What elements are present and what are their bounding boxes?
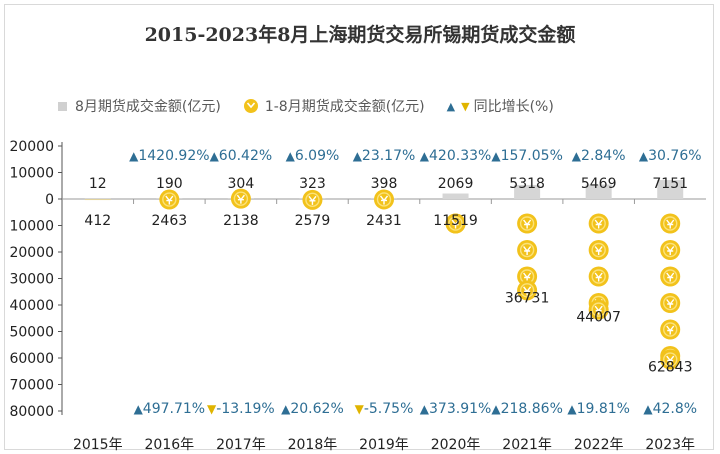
legend-label-august: 8月期货成交金额(亿元) (75, 99, 221, 115)
august-value-label: 323 (299, 176, 326, 192)
yoy-cumulative-label: ▼-5.75% (355, 401, 414, 417)
y-tick-label: 40000 (9, 298, 54, 314)
cumulative-value-label: 44007 (576, 310, 621, 326)
x-category-label: 2019年 (359, 437, 409, 453)
august-bar (84, 198, 111, 199)
yoy-august-label: ▲6.09% (286, 148, 340, 164)
y-tick-label: 20000 (9, 245, 54, 261)
yoy-cumulative-label: ▲20.62% (281, 401, 344, 417)
x-category-label: 2021年 (502, 437, 552, 453)
chart-legend: 8月期货成交金额(亿元) 1-8月期货成交金额(亿元) ▲ ▼ 同比增长(%) (58, 96, 576, 116)
cumulative-value-label: 2138 (223, 213, 259, 229)
cumulative-value-label: 2463 (152, 213, 188, 229)
cumulative-value-label: 2431 (366, 213, 402, 229)
cumulative-value-label: 2579 (295, 213, 331, 229)
yoy-cumulative-label: ▼-13.19% (207, 401, 275, 417)
yoy-cumulative-label: ▲373.91% (420, 401, 492, 417)
x-category-label: 2022年 (574, 437, 624, 453)
legend-swatch-august (58, 101, 67, 111)
x-category-label: 2023年 (645, 437, 695, 453)
cumulative-coin-icon (588, 240, 609, 260)
yoy-august-label: ▲420.33% (420, 148, 492, 164)
chart-frame (4, 4, 714, 450)
august-value-label: 190 (156, 176, 183, 192)
cumulative-value-label: 412 (84, 213, 111, 229)
august-value-label: 398 (371, 176, 398, 192)
cumulative-coin-icon (517, 213, 538, 234)
y-tick-label: 30000 (9, 272, 54, 288)
chart-title: 2015-2023年8月上海期货交易所锡期货成交金额 (144, 24, 576, 46)
august-bar (442, 193, 469, 199)
august-value-label: 5469 (581, 176, 617, 192)
yoy-august-label: ▲23.17% (353, 148, 416, 164)
cumulative-coin-icon (517, 280, 538, 301)
legend-up-triangle-icon: ▲ (446, 99, 456, 113)
yoy-august-label: ▲30.76% (639, 148, 702, 164)
august-bar (657, 180, 684, 199)
x-category-label: 2015年 (73, 437, 123, 453)
yoy-august-label: ▲1420.92% (129, 148, 209, 164)
yoy-cumulative-label: ▲218.86% (491, 401, 563, 417)
x-category-label: 2017年 (216, 437, 266, 453)
cumulative-bar (84, 199, 111, 201)
cumulative-value-label: 62843 (648, 360, 693, 376)
x-category-label: 2018年 (288, 437, 338, 453)
cumulative-coin-icon (660, 349, 681, 370)
legend-coin-icon (243, 99, 258, 113)
august-value-label: 5318 (509, 176, 545, 192)
yoy-cumulative-label: ▲42.8% (643, 401, 697, 417)
yoy-cumulative-label: ▲497.71% (134, 401, 206, 417)
y-tick-label: 0 (45, 192, 54, 208)
y-tick-label: 60000 (9, 351, 54, 367)
cumulative-coin-icon (588, 299, 609, 320)
y-tick-label: 80000 (9, 404, 54, 420)
cumulative-coin-icon (588, 213, 609, 234)
legend-item-yoy: ▲ ▼ 同比增长(%) (447, 96, 554, 116)
august-value-label: 304 (228, 176, 255, 192)
y-tick-label: 10000 (9, 166, 54, 182)
august-bar (514, 184, 541, 199)
cumulative-coin-icon (517, 240, 538, 260)
cumulative-coin-icon (159, 189, 180, 210)
cumulative-coin-icon (660, 266, 681, 287)
cumulative-coin-icon (660, 240, 681, 260)
y-tick-label: 70000 (9, 378, 54, 394)
cumulative-coin-icon (660, 293, 681, 313)
legend-label-yoy: 同比增长(%) (473, 99, 554, 115)
august-value-label: 7151 (652, 176, 688, 192)
cumulative-coin-icon (660, 213, 681, 234)
x-category-label: 2020年 (431, 437, 481, 453)
cumulative-coin-icon (374, 189, 394, 210)
legend-down-triangle-icon: ▼ (461, 99, 470, 113)
legend-item-cumulative: 1-8月期货成交金额(亿元) (243, 96, 425, 116)
august-value-label: 12 (89, 176, 107, 192)
x-category-label: 2016年 (145, 437, 195, 453)
y-tick-label: 10000 (9, 219, 54, 235)
cumulative-value-label: 36731 (505, 290, 550, 306)
cumulative-coin-icon (660, 319, 681, 340)
yoy-august-label: ▲60.42% (210, 148, 273, 164)
cumulative-coin-icon (230, 188, 251, 209)
legend-item-august: 8月期货成交金额(亿元) (58, 96, 221, 116)
y-tick-label: 20000 (9, 139, 54, 155)
cumulative-coin-icon (302, 189, 323, 210)
august-bar (585, 184, 612, 199)
yoy-cumulative-label: ▲19.81% (567, 401, 630, 417)
yoy-august-label: ▲157.05% (491, 148, 563, 164)
cumulative-value-label: 11519 (433, 213, 478, 229)
cumulative-coin-icon (588, 266, 609, 287)
y-tick-label: 50000 (9, 325, 54, 341)
august-value-label: 2069 (438, 176, 474, 192)
cumulative-coin-icon (445, 213, 466, 234)
yoy-august-label: ▲2.84% (572, 148, 626, 164)
legend-label-cumulative: 1-8月期货成交金额(亿元) (264, 99, 425, 115)
